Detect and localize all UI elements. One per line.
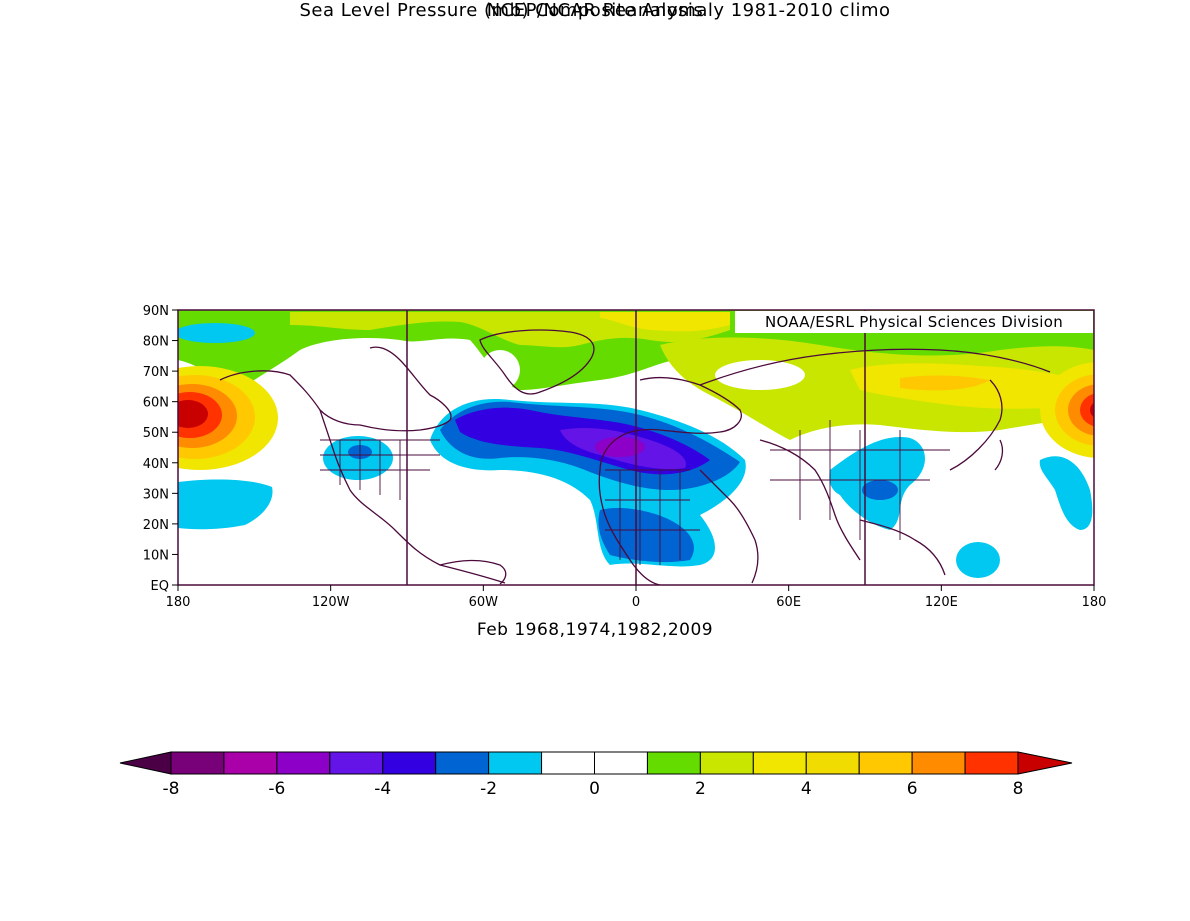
coastline-japan [994, 439, 1004, 471]
colorbar: -8 -6 -4 -2 0 2 4 6 8 [119, 751, 1073, 799]
positive-anomaly-aleutian-east-3 [1068, 384, 1094, 436]
colorbar-swatch [752, 751, 807, 775]
coastline-europe [598, 376, 742, 585]
lon-tick-label: 120E [925, 595, 958, 610]
colorbar-low-arrow [119, 751, 172, 775]
lat-tick-label: 80N [143, 335, 169, 350]
lat-tick-label: 20N [143, 518, 169, 533]
positive-anomaly-aleutian-east-5 [1090, 402, 1094, 418]
lon-tick-label: 60E [776, 595, 801, 610]
longitude-axis: 180 120W 60W 0 60E 120E 180 [166, 585, 1107, 610]
neutral-gap-3 [178, 323, 255, 343]
colorbar-swatch [435, 751, 490, 775]
coastline-south-america [439, 559, 507, 585]
lat-tick-label: 40N [143, 457, 169, 472]
colorbar-swatch [276, 751, 331, 775]
colorbar-tick-label: 6 [907, 779, 918, 799]
chart-title: NCEP/NCAR Reanalysis [486, 0, 704, 21]
positive-anomaly-aleutian-west-5 [178, 400, 208, 428]
neutral-gap-1 [480, 350, 520, 390]
colorbar-swatch [805, 751, 860, 775]
negative-anomaly-asia-2 [862, 480, 898, 500]
negative-anomaly-pacific [178, 479, 273, 530]
colorbar-tick-label: -4 [374, 779, 391, 799]
lat-tick-label: EQ [151, 579, 169, 594]
colorbar-swatch [170, 751, 225, 775]
colorbar-swatch [488, 751, 543, 775]
latitude-axis: EQ 10N 20N 30N 40N 50N 60N 70N 80N 90N [143, 304, 178, 594]
colorbar-swatch [699, 751, 754, 775]
lat-tick-label: 90N [143, 304, 169, 319]
colorbar-tick-label: 2 [695, 779, 706, 799]
coastline-asia [699, 348, 1051, 576]
coastlines [219, 329, 1051, 585]
borders-usa [320, 439, 440, 500]
colorbar-swatch [964, 751, 1019, 775]
colorbar-tick-label: -2 [480, 779, 497, 799]
credit-label: NOAA/ESRL Physical Sciences Division [735, 311, 1093, 333]
anomaly-shading [178, 310, 1094, 578]
borders-africa [605, 469, 700, 565]
lon-tick-label: 0 [632, 595, 640, 610]
colorbar-tick-label: 0 [589, 779, 600, 799]
colorbar-tick-label: -6 [268, 779, 285, 799]
colorbar-high-arrow [1017, 751, 1073, 775]
borders-asia [770, 420, 950, 540]
coastline-africa-east [699, 469, 759, 584]
colorbar-swatch [329, 751, 384, 775]
coastline-greenland [479, 329, 595, 395]
colorbar-swatch [541, 751, 595, 775]
lon-tick-label: 120W [312, 595, 350, 610]
colorbar-swatch [646, 751, 701, 775]
coastline-north-america [219, 346, 506, 584]
negative-anomaly-west-pacific [956, 542, 1000, 578]
colorbar-swatch [382, 751, 437, 775]
colorbar-swatch [858, 751, 913, 775]
lon-tick-label: 180 [1082, 595, 1107, 610]
lat-tick-label: 10N [143, 548, 169, 563]
lon-tick-label: 180 [166, 595, 191, 610]
colorbar-swatch [223, 751, 278, 775]
colorbar-tick-label: 8 [1013, 779, 1024, 799]
reference-meridians [406, 310, 866, 585]
map-plot-area [178, 310, 1094, 585]
positive-anomaly-aleutian-east-4 [1080, 393, 1094, 427]
colorbar-tick-label: -8 [163, 779, 180, 799]
colorbar-tick-label: 4 [801, 779, 812, 799]
negative-anomaly-north-pacific [1039, 456, 1093, 530]
lat-tick-label: 70N [143, 365, 169, 380]
chart-subtitle: Sea Level Pressure (mb) Composite Anomal… [299, 0, 891, 21]
positive-anomaly-siberia-3 [900, 375, 990, 391]
colorbar-swatch [911, 751, 966, 775]
lat-tick-label: 60N [143, 396, 169, 411]
colorbar-swatch [594, 751, 648, 775]
negative-anomaly-center [595, 437, 645, 457]
positive-anomaly-arctic-3 [600, 312, 730, 332]
composite-dates: Feb 1968,1974,1982,2009 [476, 620, 714, 640]
lat-tick-label: 30N [143, 487, 169, 502]
lat-tick-label: 50N [143, 426, 169, 441]
lon-tick-label: 60W [469, 595, 499, 610]
neutral-gap-2 [715, 360, 805, 390]
